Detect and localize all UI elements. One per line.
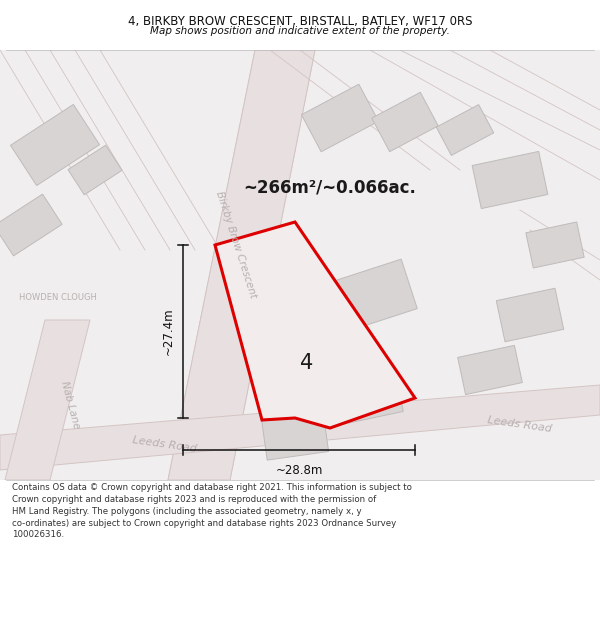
Polygon shape xyxy=(168,50,285,480)
Polygon shape xyxy=(215,222,415,428)
Polygon shape xyxy=(372,92,438,152)
Polygon shape xyxy=(458,346,523,394)
Polygon shape xyxy=(333,259,417,331)
Polygon shape xyxy=(0,385,600,470)
Polygon shape xyxy=(472,151,548,209)
Polygon shape xyxy=(68,145,122,195)
Text: Map shows position and indicative extent of the property.: Map shows position and indicative extent… xyxy=(150,26,450,36)
Polygon shape xyxy=(526,222,584,268)
Text: Contains OS data © Crown copyright and database right 2021. This information is : Contains OS data © Crown copyright and d… xyxy=(12,483,412,539)
Polygon shape xyxy=(200,50,315,480)
Text: ~266m²/~0.066ac.: ~266m²/~0.066ac. xyxy=(244,179,416,197)
Polygon shape xyxy=(301,84,379,152)
Text: 4, BIRKBY BROW CRESCENT, BIRSTALL, BATLEY, WF17 0RS: 4, BIRKBY BROW CRESCENT, BIRSTALL, BATLE… xyxy=(128,15,472,28)
Text: Leeds Road: Leeds Road xyxy=(487,416,553,434)
Polygon shape xyxy=(5,320,90,480)
Polygon shape xyxy=(0,50,600,480)
Text: 4: 4 xyxy=(301,353,314,373)
Text: Birkby Brow Crescent: Birkby Brow Crescent xyxy=(214,190,258,300)
Text: Nab Lane: Nab Lane xyxy=(59,380,81,430)
Text: ~28.8m: ~28.8m xyxy=(275,464,323,477)
Polygon shape xyxy=(327,364,403,426)
Text: ~27.4m: ~27.4m xyxy=(162,308,175,355)
Polygon shape xyxy=(436,104,494,156)
Polygon shape xyxy=(10,104,100,186)
Polygon shape xyxy=(262,410,329,460)
Text: Leeds Road: Leeds Road xyxy=(132,436,198,454)
Polygon shape xyxy=(168,50,315,480)
Polygon shape xyxy=(0,194,62,256)
Polygon shape xyxy=(496,288,564,342)
Text: HOWDEN CLOUGH: HOWDEN CLOUGH xyxy=(19,294,97,302)
